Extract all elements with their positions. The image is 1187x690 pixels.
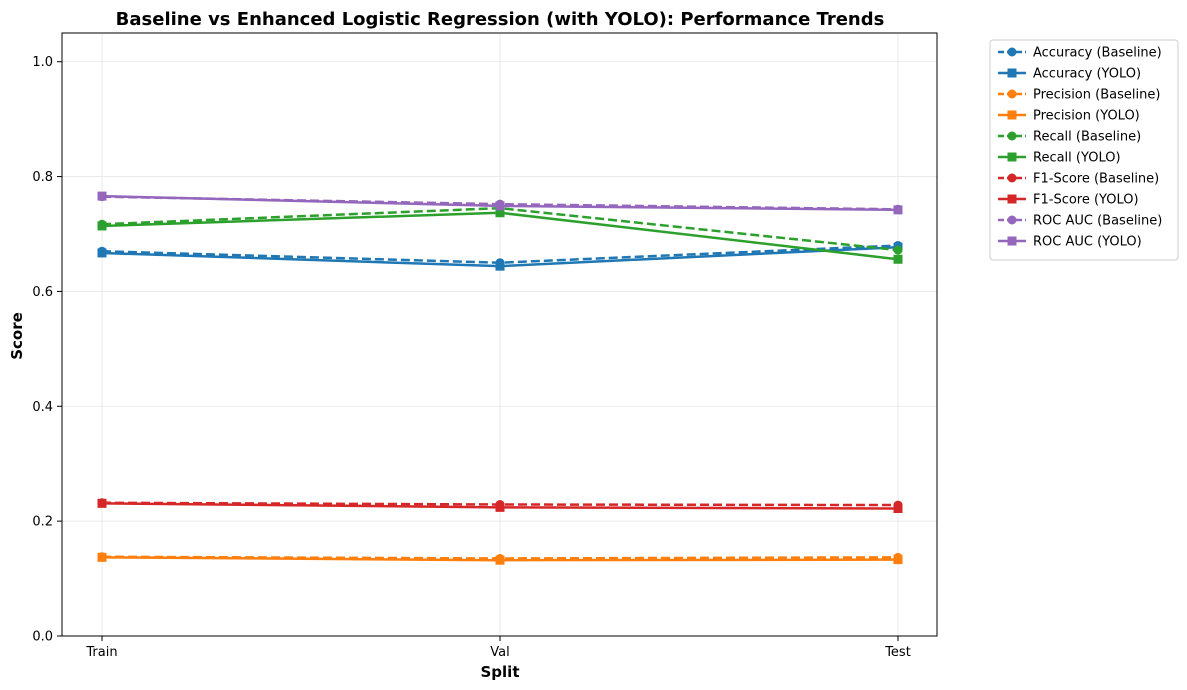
y-tick-label: 0.6: [32, 285, 53, 300]
plot-area: 0.0 0.2 0.4 0.6 0.8 1.0 Train Val Test: [32, 32, 938, 660]
legend-label: Accuracy (YOLO): [1033, 67, 1141, 82]
y-tick-label: 0.8: [32, 170, 53, 185]
x-axis-label: Split: [481, 663, 520, 681]
y-axis-label: Score: [8, 312, 26, 360]
legend-label: ROC AUC (Baseline): [1033, 214, 1162, 229]
legend-label: Accuracy (Baseline): [1033, 46, 1162, 61]
data-point: [97, 498, 107, 508]
legend-label: Recall (YOLO): [1033, 151, 1121, 166]
x-tick-label: Train: [85, 645, 117, 660]
legend-marker: [1007, 131, 1017, 141]
data-point: [495, 208, 505, 218]
y-tick-label: 0.2: [32, 515, 53, 530]
legend-label: Recall (Baseline): [1033, 130, 1141, 145]
data-point: [97, 221, 107, 231]
chart-title: Baseline vs Enhanced Logistic Regression…: [116, 9, 885, 30]
legend-marker: [1007, 89, 1017, 99]
legend-marker: [1007, 110, 1017, 120]
y-tick-label: 0.0: [32, 630, 53, 645]
data-point: [893, 245, 903, 255]
legend-label: F1-Score (YOLO): [1033, 193, 1139, 208]
legend-label: Precision (Baseline): [1033, 88, 1160, 103]
legend-box: [989, 39, 1179, 261]
data-point: [97, 552, 107, 562]
legend-label: ROC AUC (YOLO): [1033, 235, 1142, 250]
data-point: [495, 502, 505, 512]
x-tick-label: Test: [884, 645, 911, 660]
data-point: [495, 201, 505, 211]
plot-frame: [61, 32, 938, 637]
legend-marker: [1007, 194, 1017, 204]
data-point: [495, 261, 505, 271]
data-point: [893, 555, 903, 565]
legend-marker: [1007, 68, 1017, 78]
legend-marker: [1007, 215, 1017, 225]
legend-label: F1-Score (Baseline): [1033, 172, 1159, 187]
legend-marker: [1007, 47, 1017, 57]
data-point: [893, 254, 903, 264]
y-tick-label: 1.0: [32, 55, 53, 70]
data-point: [97, 248, 107, 258]
legend-marker: [1007, 173, 1017, 183]
data-point: [495, 555, 505, 565]
legend-marker: [1007, 152, 1017, 162]
y-tick-label: 0.4: [32, 400, 53, 415]
data-point: [893, 205, 903, 215]
legend-label: Precision (YOLO): [1033, 109, 1140, 124]
legend-marker: [1007, 236, 1017, 246]
legend: Accuracy (Baseline) Accuracy (YOLO) Precis…: [989, 39, 1179, 261]
x-tick-label: Val: [490, 645, 509, 660]
data-point: [97, 191, 107, 201]
data-point: [893, 504, 903, 514]
